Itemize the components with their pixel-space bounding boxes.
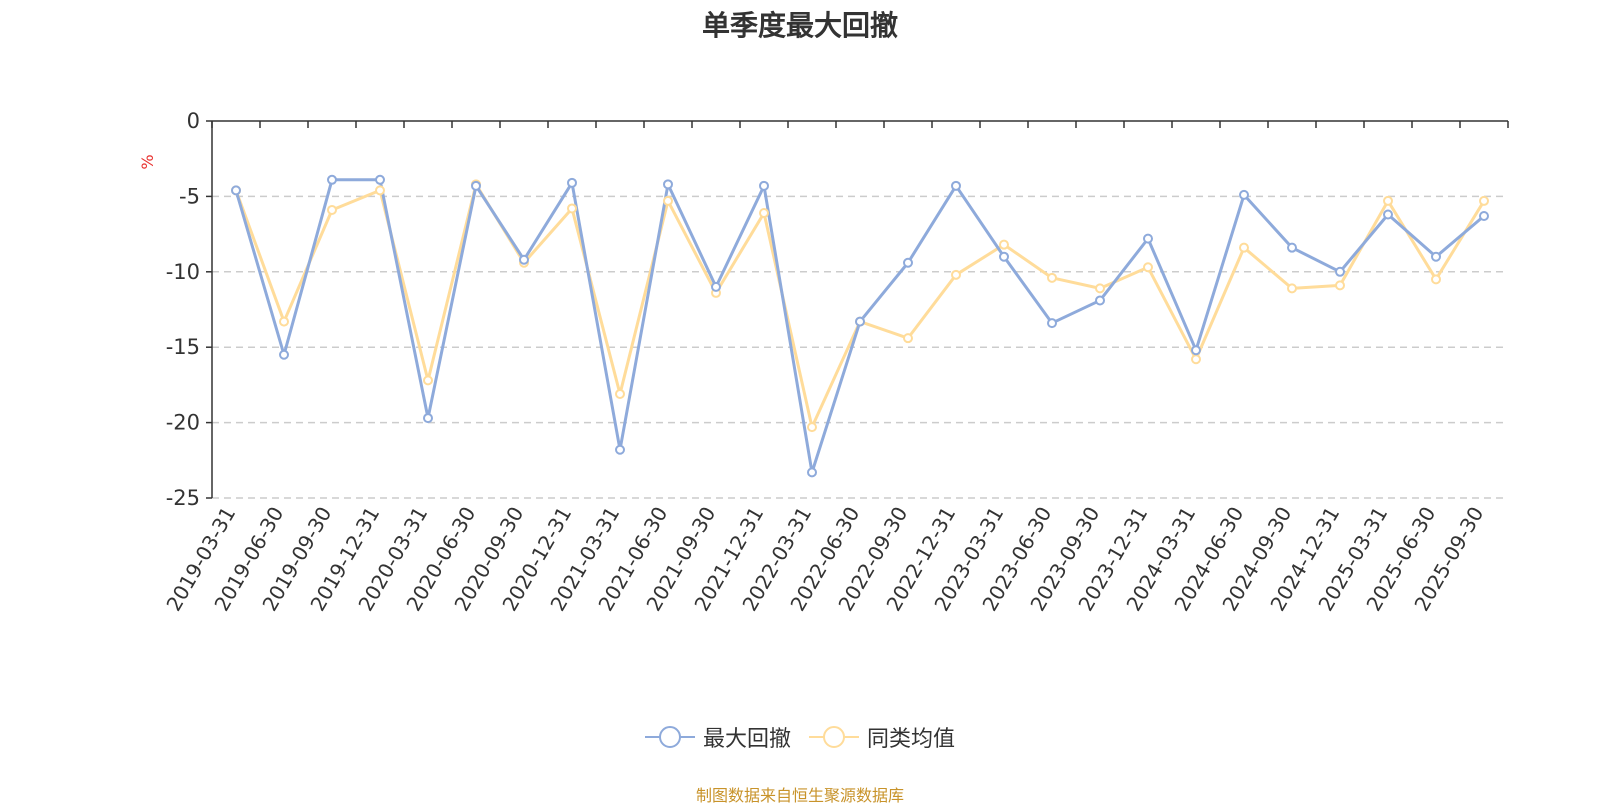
data-point[interactable] xyxy=(1383,209,1393,220)
y-tick-label: -10 xyxy=(166,260,200,284)
data-point[interactable] xyxy=(1383,195,1393,206)
data-point[interactable] xyxy=(1191,345,1201,356)
y-tick-label: -5 xyxy=(179,184,200,208)
data-point[interactable] xyxy=(375,185,385,196)
data-point[interactable] xyxy=(663,179,673,190)
data-point[interactable] xyxy=(231,185,241,196)
data-point[interactable] xyxy=(999,251,1009,262)
data-point[interactable] xyxy=(1143,233,1153,244)
data-point[interactable] xyxy=(711,281,721,292)
data-point[interactable] xyxy=(759,180,769,191)
data-point[interactable] xyxy=(279,316,289,327)
data-point[interactable] xyxy=(567,203,577,214)
grid-lines xyxy=(212,195,1508,499)
data-point[interactable] xyxy=(1431,274,1441,285)
series-layer xyxy=(231,174,1489,478)
data-point[interactable] xyxy=(1335,266,1345,277)
data-point[interactable] xyxy=(1095,283,1105,294)
data-point[interactable] xyxy=(1239,242,1249,253)
data-point[interactable] xyxy=(663,195,673,206)
data-point[interactable] xyxy=(759,207,769,218)
data-point[interactable] xyxy=(423,375,433,386)
legend-swatch-max-drawdown xyxy=(644,726,695,748)
data-point[interactable] xyxy=(615,444,625,455)
data-point[interactable] xyxy=(1287,283,1297,294)
legend-swatch-peer-average xyxy=(809,726,859,748)
y-tick-label: 0 xyxy=(187,109,200,133)
y-axis: 0 -5 -10 -15 -20 -25 xyxy=(166,109,213,510)
data-point[interactable] xyxy=(1479,195,1489,206)
y-tick-label: -15 xyxy=(166,335,200,359)
data-point[interactable] xyxy=(327,174,337,185)
data-point[interactable] xyxy=(1047,272,1057,283)
data-point[interactable] xyxy=(1047,318,1057,329)
legend: 最大回撤 同类均值 xyxy=(0,722,1600,752)
data-point[interactable] xyxy=(951,269,961,280)
data-point[interactable] xyxy=(807,422,817,433)
data-point[interactable] xyxy=(1479,211,1489,222)
data-point[interactable] xyxy=(1335,280,1345,291)
legend-item-peer-average[interactable]: 同类均值 xyxy=(809,721,955,753)
data-point[interactable] xyxy=(855,316,865,327)
data-point[interactable] xyxy=(999,239,1009,250)
data-point[interactable] xyxy=(1191,354,1201,365)
data-point[interactable] xyxy=(1431,251,1441,262)
data-point[interactable] xyxy=(1239,189,1249,200)
legend-label-max-drawdown: 最大回撤 xyxy=(702,727,791,752)
chart-title: 单季度最大回撤 xyxy=(701,9,898,42)
legend-item-max-drawdown[interactable]: 最大回撤 xyxy=(644,721,791,753)
data-point[interactable] xyxy=(615,388,625,399)
data-point[interactable] xyxy=(567,177,577,188)
line-chart: 0 -5 -10 -15 -20 -25 2019-03-312019-06-302019… xyxy=(138,109,1509,615)
x-axis: 2019-03-312019-06-302019-09-302019-12-31… xyxy=(161,120,1509,615)
data-point[interactable] xyxy=(903,333,913,344)
data-point[interactable] xyxy=(375,174,385,185)
data-point[interactable] xyxy=(807,467,817,478)
data-point[interactable] xyxy=(903,257,913,268)
data-point[interactable] xyxy=(1143,262,1153,273)
data-point[interactable] xyxy=(1287,242,1297,253)
data-point[interactable] xyxy=(519,254,529,265)
data-point[interactable] xyxy=(423,413,433,424)
data-point[interactable] xyxy=(951,180,961,191)
legend-label-peer-average: 同类均值 xyxy=(867,727,956,752)
y-axis-label: % xyxy=(138,154,157,169)
data-point[interactable] xyxy=(471,180,481,191)
data-source-note: 制图数据来自恒生聚源数据库 xyxy=(695,786,904,805)
data-point[interactable] xyxy=(1095,295,1105,306)
y-tick-label: -25 xyxy=(166,486,200,510)
data-point[interactable] xyxy=(327,204,337,215)
y-tick-label: -20 xyxy=(166,411,200,435)
data-point[interactable] xyxy=(279,349,289,360)
